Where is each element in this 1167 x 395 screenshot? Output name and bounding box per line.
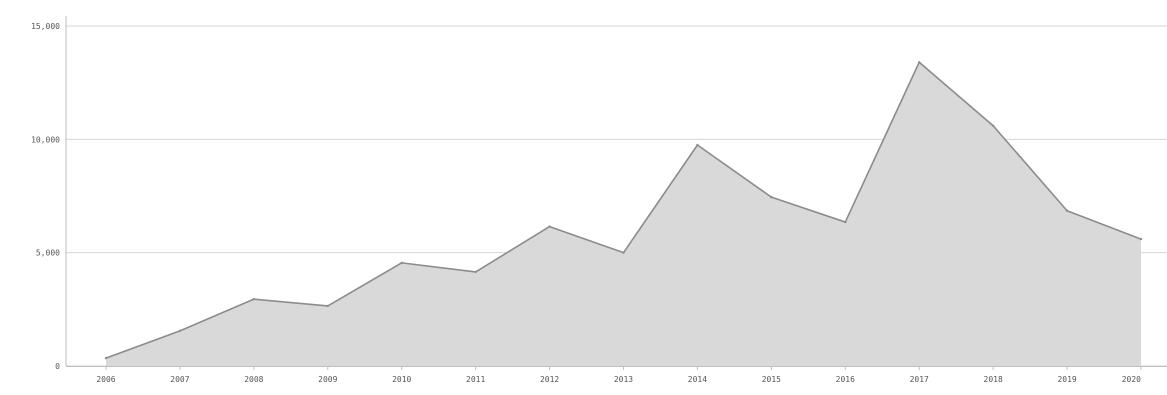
x-tick-label-2017: 2017 (910, 375, 929, 384)
x-tick-label-2009: 2009 (318, 375, 337, 384)
y-tick-label-3: 15,000 (31, 22, 60, 31)
x-tick-label-2020: 2020 (1122, 375, 1141, 384)
area-fill (106, 62, 1141, 367)
x-tick-label-2012: 2012 (540, 375, 559, 384)
x-tick-label-2010: 2010 (392, 375, 411, 384)
data-point-2012 (548, 225, 551, 228)
data-point-2009 (326, 304, 329, 308)
y-tick-label-2: 10,000 (31, 135, 60, 144)
x-tick-label-2008: 2008 (244, 375, 263, 384)
x-tick-label-2013: 2013 (614, 375, 633, 384)
data-point-2011 (474, 270, 477, 274)
x-tick-label-2019: 2019 (1057, 375, 1076, 384)
x-tick-label-2011: 2011 (466, 375, 485, 384)
data-point-2013 (622, 251, 625, 254)
x-tick-label-2016: 2016 (836, 375, 855, 384)
data-area (104, 61, 1143, 367)
data-point-2016 (844, 220, 847, 224)
data-point-2015 (770, 195, 773, 199)
x-tick-labels: 2006 2007 2008 2009 2010 2011 2012 2013 2014 2015… (96, 366, 1142, 384)
y-tick-labels: 0 5,000 10,000 15,000 (31, 22, 60, 371)
x-tick-label-2014: 2014 (688, 375, 707, 384)
x-tick-label-2015: 2015 (762, 375, 781, 384)
data-point-2007 (178, 329, 182, 333)
data-point-2006 (104, 356, 108, 360)
data-point-2019 (1065, 209, 1069, 212)
x-tick-label-2007: 2007 (170, 375, 189, 384)
data-point-2020 (1139, 237, 1143, 241)
y-tick-label-0: 0 (55, 362, 60, 371)
data-point-2010 (400, 261, 403, 265)
data-point-2018 (991, 124, 995, 127)
y-tick-label-1: 5,000 (36, 249, 60, 258)
data-point-2008 (252, 297, 256, 301)
data-point-2017 (918, 61, 921, 64)
axes (65, 16, 1167, 367)
data-point-2014 (696, 143, 699, 147)
x-tick-label-2006: 2006 (96, 375, 115, 384)
x-tick-label-2018: 2018 (984, 375, 1003, 384)
